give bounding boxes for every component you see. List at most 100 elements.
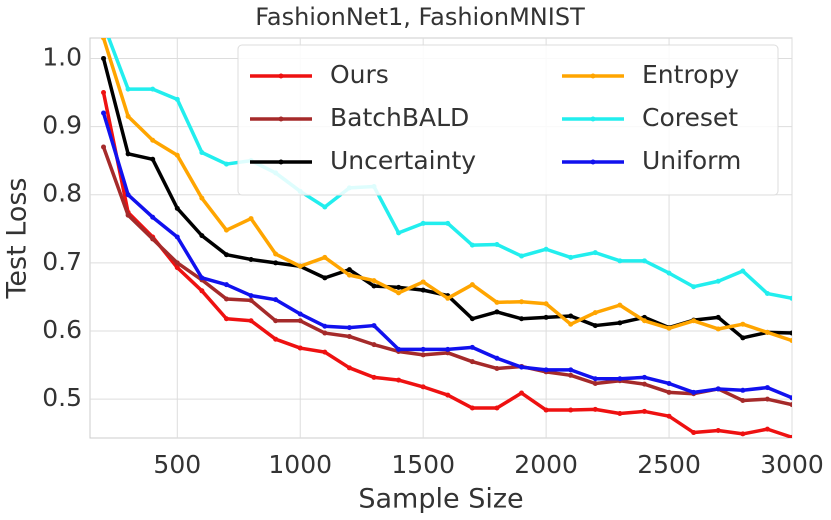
- legend-marker: [590, 73, 596, 79]
- point: [519, 364, 525, 370]
- point: [494, 309, 500, 315]
- point: [789, 330, 792, 336]
- point: [322, 349, 328, 355]
- legend: Ours BatchBALD Uncertainty Entropy Coreset Un…: [237, 44, 779, 196]
- x-tick-label: 2500: [637, 450, 701, 479]
- chart-title: FashionNet1, FashionMNIST: [255, 3, 585, 31]
- y-tick-label: 0.5: [42, 383, 82, 412]
- point: [764, 385, 770, 391]
- point: [223, 296, 229, 302]
- point: [764, 396, 770, 402]
- point: [617, 376, 623, 382]
- point: [568, 407, 574, 413]
- x-tick-label: 3000: [760, 450, 824, 479]
- point: [371, 342, 377, 348]
- point: [150, 137, 156, 143]
- point: [223, 252, 229, 258]
- point: [248, 216, 254, 222]
- point: [494, 299, 500, 305]
- point: [273, 297, 279, 303]
- point: [101, 110, 107, 116]
- point: [297, 318, 303, 324]
- point: [199, 233, 205, 239]
- point: [543, 246, 549, 252]
- point: [174, 96, 180, 102]
- point: [150, 236, 156, 242]
- point: [789, 338, 792, 344]
- point: [273, 336, 279, 342]
- point: [125, 86, 131, 92]
- point: [592, 250, 598, 256]
- point: [420, 287, 426, 293]
- point: [740, 335, 746, 341]
- x-tick-label: 1500: [391, 450, 455, 479]
- point: [371, 278, 377, 284]
- point: [248, 256, 254, 262]
- point: [223, 227, 229, 233]
- point: [396, 290, 402, 296]
- point: [617, 302, 623, 308]
- point: [101, 55, 107, 61]
- point: [666, 389, 672, 395]
- point: [396, 230, 402, 236]
- point: [764, 426, 770, 432]
- point: [789, 395, 792, 401]
- point: [691, 430, 697, 436]
- point: [125, 151, 131, 157]
- point: [101, 38, 107, 41]
- x-tick-label: 500: [153, 450, 201, 479]
- legend-marker: [590, 159, 596, 165]
- point: [174, 265, 180, 271]
- legend-label: Uncertainty: [330, 146, 476, 175]
- point: [543, 407, 549, 413]
- point: [150, 86, 156, 92]
- point: [322, 254, 328, 260]
- y-tick-label: 0.8: [42, 179, 82, 208]
- point: [641, 374, 647, 380]
- point: [150, 156, 156, 162]
- point: [445, 295, 451, 301]
- point: [568, 254, 574, 260]
- point: [297, 345, 303, 351]
- point: [715, 314, 721, 320]
- point: [691, 284, 697, 290]
- point: [543, 367, 549, 373]
- point: [125, 192, 131, 198]
- point: [420, 346, 426, 352]
- point: [715, 386, 721, 392]
- point: [199, 275, 205, 281]
- x-tick-label: 2000: [514, 450, 578, 479]
- point: [740, 398, 746, 404]
- point: [199, 288, 205, 294]
- point: [174, 260, 180, 266]
- legend-label: Ours: [330, 60, 389, 89]
- point: [223, 316, 229, 322]
- point: [322, 204, 328, 210]
- point: [469, 359, 475, 365]
- point: [617, 320, 623, 326]
- point: [519, 390, 525, 396]
- point: [568, 321, 574, 327]
- point: [371, 374, 377, 380]
- point: [150, 214, 156, 220]
- point: [592, 406, 598, 412]
- point: [666, 413, 672, 419]
- point: [346, 333, 352, 339]
- point: [248, 297, 254, 303]
- point: [789, 402, 792, 408]
- legend-marker: [278, 116, 284, 122]
- x-axis-label: Sample Size: [358, 484, 523, 515]
- legend-label: Entropy: [642, 60, 739, 89]
- point: [740, 268, 746, 274]
- point: [469, 282, 475, 288]
- point: [641, 381, 647, 387]
- point: [174, 205, 180, 211]
- point: [371, 283, 377, 289]
- point: [592, 376, 598, 382]
- point: [125, 212, 131, 218]
- point: [445, 220, 451, 226]
- point: [273, 260, 279, 266]
- point: [248, 318, 254, 324]
- y-tick-label: 0.9: [42, 111, 82, 140]
- point: [592, 310, 598, 316]
